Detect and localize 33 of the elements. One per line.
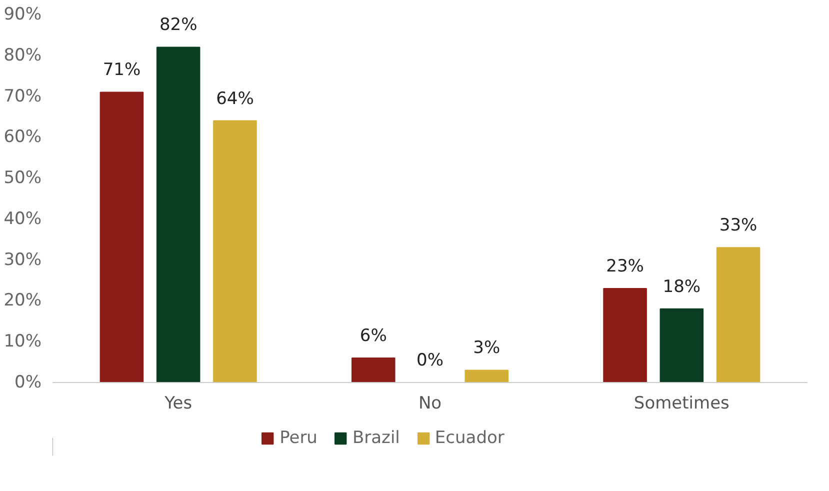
data-label: 18% [662,276,701,297]
x-tick-label: Yes [164,394,192,414]
bar [213,120,257,382]
bar [100,92,144,382]
data-label: 82% [159,15,198,36]
bar [156,46,200,382]
data-label: 71% [102,60,141,80]
bar [660,308,704,382]
data-label: 64% [216,88,254,109]
y-tick-label: 30% [4,250,42,270]
y-tick-label: 70% [4,86,42,106]
data-label: 3% [473,338,500,358]
y-tick-label: 20% [4,290,42,311]
legend-label: Brazil [352,428,400,448]
legend-label: Ecuador [434,428,504,448]
bar [716,247,760,382]
y-tick-label: 40% [4,208,42,229]
x-tick-label: Sometimes [634,394,730,414]
bar [603,288,647,382]
y-tick-label: 10% [4,332,42,352]
data-label: 6% [360,326,387,346]
x-tick-label: No [418,394,442,414]
bar [464,370,509,382]
y-tick-label: 50% [4,168,42,188]
legend-label: Peru [280,428,318,448]
y-tick-label: 80% [4,45,42,66]
bar [351,357,396,382]
data-label: 23% [606,256,644,276]
y-tick-label: 60% [4,127,42,148]
data-label: 33% [719,216,758,236]
y-tick-label: 90% [4,4,42,24]
y-tick-label: 0% [14,372,42,392]
data-label: 0% [416,350,444,370]
